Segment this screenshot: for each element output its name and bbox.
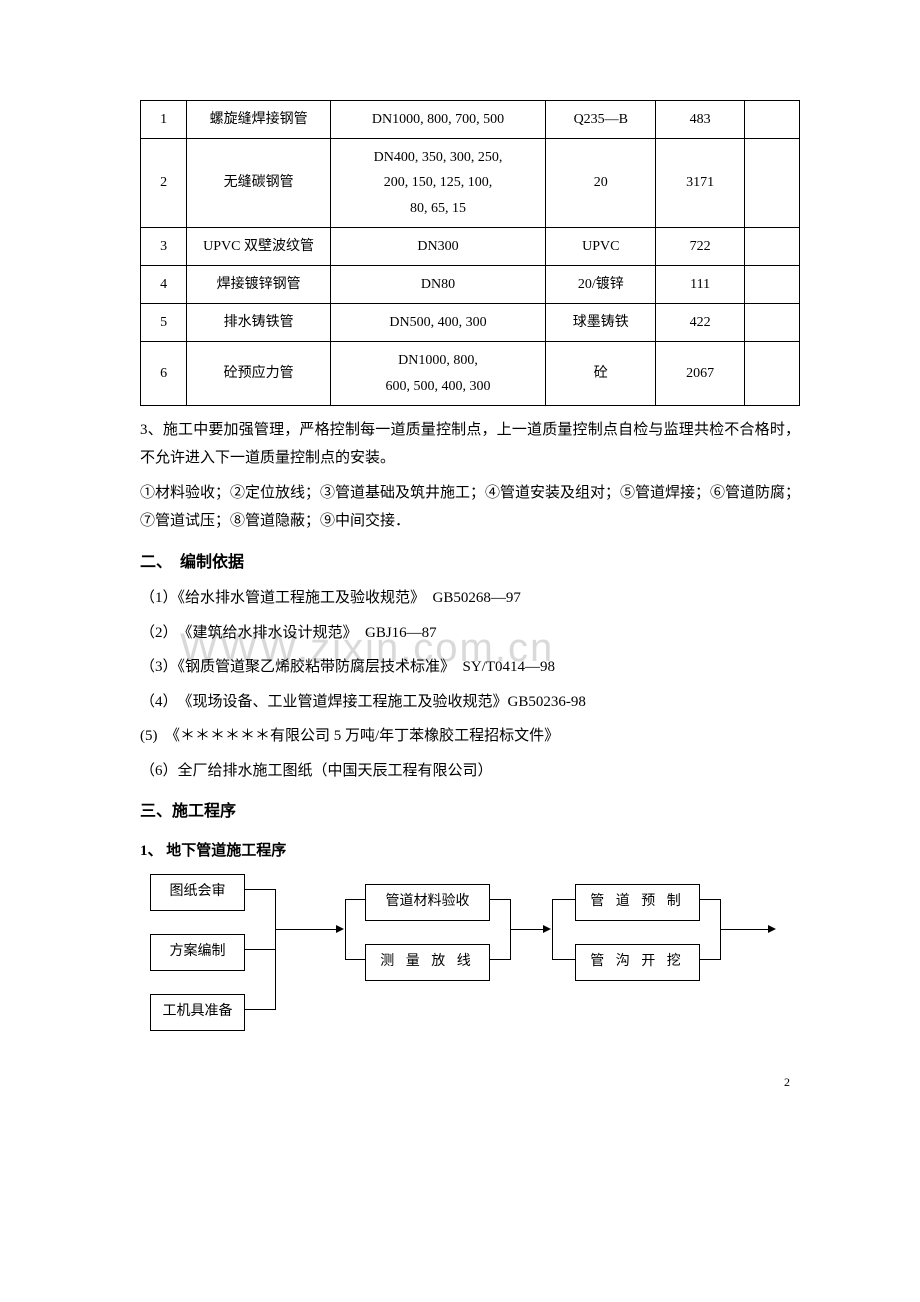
- table-cell: 4: [141, 265, 187, 303]
- table-cell: 1: [141, 101, 187, 139]
- subheading-underground: 1、 地下管道施工程序: [140, 837, 800, 866]
- table-cell: [744, 101, 799, 139]
- table-cell: [744, 342, 799, 405]
- table-cell: 20/镀锌: [546, 265, 656, 303]
- table-cell: 无缝碳钢管: [187, 139, 331, 228]
- heading-basis: 二、 编制依据: [140, 548, 800, 578]
- table-cell: 2: [141, 139, 187, 228]
- table-cell: 483: [656, 101, 744, 139]
- heading-procedure: 三、施工程序: [140, 797, 800, 827]
- flow-box-tools: 工机具准备: [150, 994, 245, 1031]
- table-cell: DN300: [330, 227, 545, 265]
- table-cell: 砼: [546, 342, 656, 405]
- table-cell: 3: [141, 227, 187, 265]
- table-cell: Q235—B: [546, 101, 656, 139]
- table-cell: DN500, 400, 300: [330, 304, 545, 342]
- table-cell: 422: [656, 304, 744, 342]
- table-cell: 3171: [656, 139, 744, 228]
- table-row: 1螺旋缝焊接钢管DN1000, 800, 700, 500Q235—B483: [141, 101, 800, 139]
- flow-box-survey: 测 量 放 线: [365, 944, 490, 981]
- table-cell: 焊接镀锌钢管: [187, 265, 331, 303]
- table-cell: DN80: [330, 265, 545, 303]
- table-row: 6砼预应力管DN1000, 800,600, 500, 400, 300砼206…: [141, 342, 800, 405]
- table-cell: [744, 265, 799, 303]
- table-cell: [744, 304, 799, 342]
- table-cell: [744, 139, 799, 228]
- reference-item: （2） 《建筑给水排水设计规范》 GBJ16—87: [140, 619, 800, 648]
- table-cell: 6: [141, 342, 187, 405]
- table-row: 5排水铸铁管DN500, 400, 300球墨铸铁422: [141, 304, 800, 342]
- references-list: （1）《给水排水管道工程施工及验收规范》 GB50268—97 （2） 《建筑给水…: [140, 584, 800, 785]
- table-cell: DN1000, 800, 700, 500: [330, 101, 545, 139]
- paragraph-checkpoints: ①材料验收；②定位放线；③管道基础及筑井施工；④管道安装及组对；⑤管道焊接；⑥管…: [140, 479, 800, 536]
- table-cell: 2067: [656, 342, 744, 405]
- reference-item: （6）全厂给排水施工图纸（中国天辰工程有限公司）: [140, 757, 800, 786]
- pipe-table: 1螺旋缝焊接钢管DN1000, 800, 700, 500Q235—B4832无…: [140, 100, 800, 406]
- reference-item: （4） 《现场设备、工业管道焊接工程施工及验收规范》GB50236-98: [140, 688, 800, 717]
- table-cell: 5: [141, 304, 187, 342]
- table-cell: DN1000, 800,600, 500, 400, 300: [330, 342, 545, 405]
- table-cell: UPVC 双壁波纹管: [187, 227, 331, 265]
- table-cell: DN400, 350, 300, 250,200, 150, 125, 100,…: [330, 139, 545, 228]
- flow-box-drawing-review: 图纸会审: [150, 874, 245, 911]
- paragraph-control: 3、施工中要加强管理，严格控制每一道质量控制点，上一道质量控制点自检与监理共检不…: [140, 416, 800, 473]
- flow-box-trench: 管 沟 开 挖: [575, 944, 700, 981]
- flow-box-plan: 方案编制: [150, 934, 245, 971]
- table-cell: 螺旋缝焊接钢管: [187, 101, 331, 139]
- table-cell: 排水铸铁管: [187, 304, 331, 342]
- table-cell: 722: [656, 227, 744, 265]
- table-cell: [744, 227, 799, 265]
- table-cell: UPVC: [546, 227, 656, 265]
- flow-box-prefab: 管 道 预 制: [575, 884, 700, 921]
- flowchart: 图纸会审 方案编制 工机具准备 管道材料验收 测 量 放 线 管 道 预 制 管…: [150, 874, 790, 1064]
- table-cell: 20: [546, 139, 656, 228]
- page-content: 1螺旋缝焊接钢管DN1000, 800, 700, 500Q235—B4832无…: [140, 100, 800, 1064]
- table-row: 3UPVC 双壁波纹管DN300UPVC722: [141, 227, 800, 265]
- reference-item: （1）《给水排水管道工程施工及验收规范》 GB50268—97: [140, 584, 800, 613]
- table-cell: 砼预应力管: [187, 342, 331, 405]
- table-row: 4焊接镀锌钢管DN8020/镀锌111: [141, 265, 800, 303]
- flow-box-material-check: 管道材料验收: [365, 884, 490, 921]
- reference-item: （3）《钢质管道聚乙烯胶粘带防腐层技术标准》 SY/T0414—98: [140, 653, 800, 682]
- page-number: 2: [784, 1071, 790, 1094]
- table-cell: 111: [656, 265, 744, 303]
- reference-item: (5) 《＊＊＊＊＊＊有限公司 5 万吨/年丁苯橡胶工程招标文件》: [140, 722, 800, 751]
- table-row: 2无缝碳钢管DN400, 350, 300, 250,200, 150, 125…: [141, 139, 800, 228]
- table-cell: 球墨铸铁: [546, 304, 656, 342]
